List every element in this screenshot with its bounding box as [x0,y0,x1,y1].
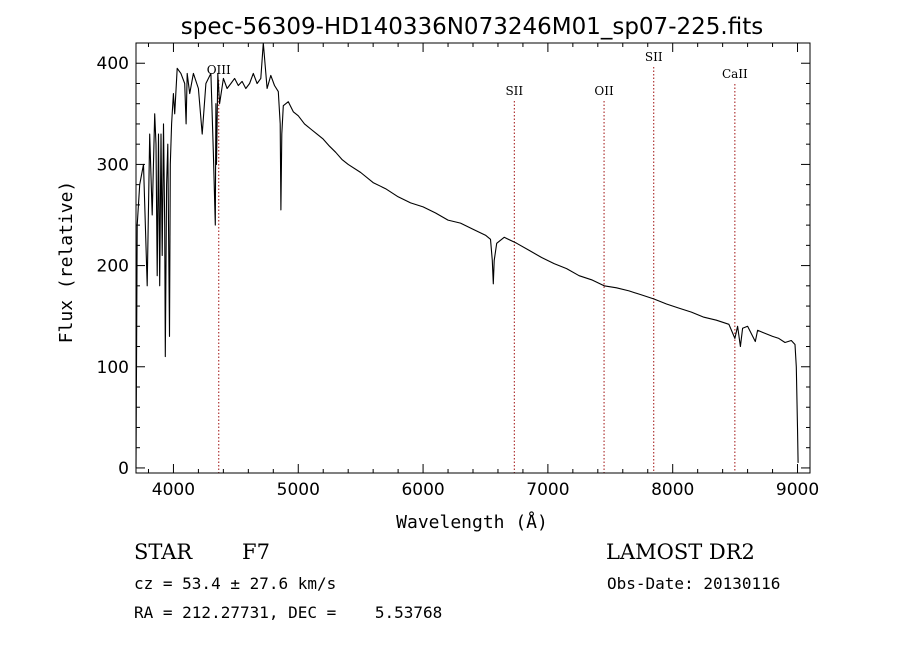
observation-date: Obs-Date: 20130116 [607,574,780,593]
y-tick-label: 0 [118,459,129,479]
line-label-sii: SII [645,50,663,64]
y-tick-label: 200 [97,257,129,277]
object-class: STAR [134,540,193,564]
line-label-oiii: OIII [207,63,231,77]
survey-name: LAMOST DR2 [606,540,755,564]
x-tick-label: 7000 [526,480,569,500]
coordinates: RA = 212.27731, DEC = 5.53768 [134,603,442,622]
spectrum-line [135,42,799,468]
emission-line-markers [218,67,736,473]
x-tick-label: 9000 [776,480,819,500]
redshift-velocity: cz = 53.4 ± 27.6 km/s [134,574,336,593]
x-axis-label: Wavelength (Å) [396,511,548,533]
y-axis-ticks: 0 100 200 300 400 [97,54,810,479]
emission-line-labels: OIII SII OII SII CaII [207,50,748,98]
y-tick-label: 300 [97,155,129,175]
line-label-caii: CaII [722,67,748,81]
spectrum-info: STAR F7 cz = 53.4 ± 27.6 km/s RA = 212.2… [134,540,780,622]
y-tick-label: 400 [97,54,129,74]
x-tick-label: 8000 [651,480,694,500]
y-tick-label: 100 [97,358,129,378]
line-label-oii: OII [594,84,614,98]
y-axis-label: Flux (relative) [56,181,77,344]
plot-frame [135,42,811,474]
x-tick-label: 4000 [152,480,195,500]
chart-title: spec-56309-HD140336N073246M01_sp07-225.f… [181,14,763,40]
object-subclass: F7 [242,540,270,564]
x-tick-label: 5000 [277,480,320,500]
x-tick-label: 6000 [401,480,444,500]
line-label-sii: SII [505,84,523,98]
x-axis-ticks: 4000 5000 6000 7000 8000 9000 [147,43,819,500]
